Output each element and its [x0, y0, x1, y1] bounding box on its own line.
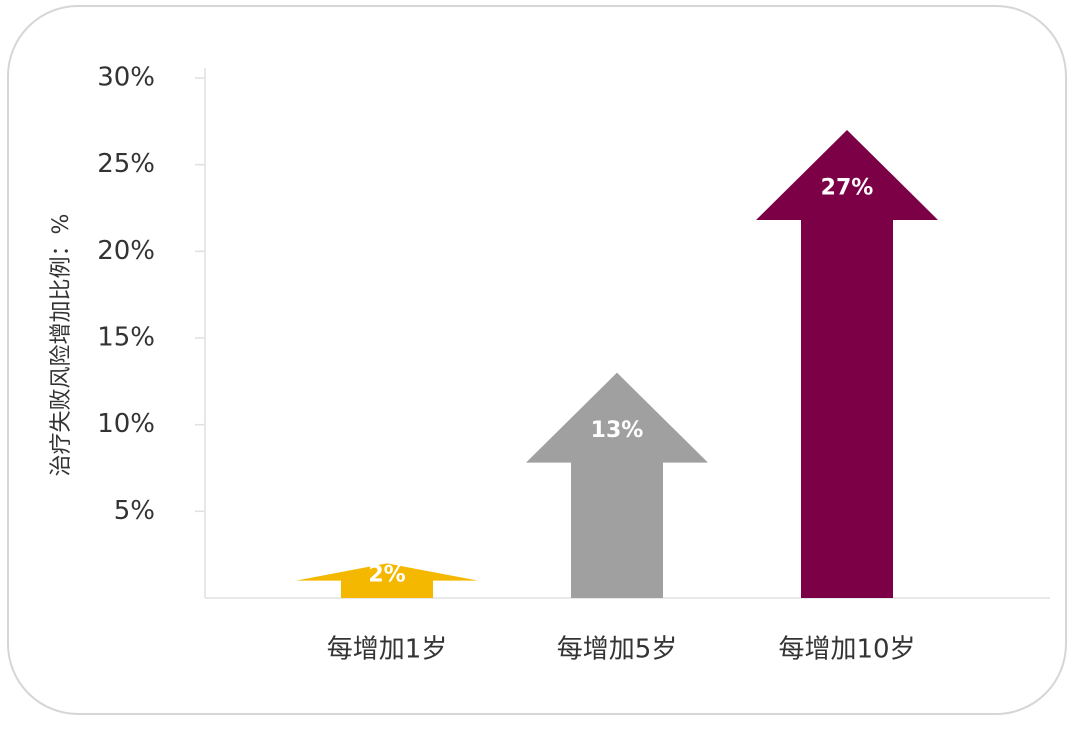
- arrow-bar: [526, 372, 708, 598]
- y-tick-label: 25%: [97, 149, 155, 179]
- y-tick-label: 15%: [97, 323, 155, 353]
- value-label: 27%: [821, 176, 874, 201]
- arrow-bar: [756, 130, 938, 598]
- x-tick-label: 每增加5岁: [557, 635, 678, 665]
- value-label: 2%: [368, 562, 405, 587]
- y-tick-label: 30%: [97, 63, 155, 93]
- arrow-bar: [296, 563, 478, 598]
- value-label: 13%: [591, 418, 644, 443]
- x-tick-label: 每增加1岁: [327, 635, 448, 665]
- x-tick-label: 每增加10岁: [778, 635, 915, 665]
- y-tick-label: 5%: [114, 496, 155, 526]
- y-axis-title: 治疗失败风险增加比例：%: [49, 214, 74, 477]
- y-tick-label: 20%: [97, 236, 155, 266]
- y-tick-label: 10%: [97, 409, 155, 439]
- card: [7, 5, 1067, 715]
